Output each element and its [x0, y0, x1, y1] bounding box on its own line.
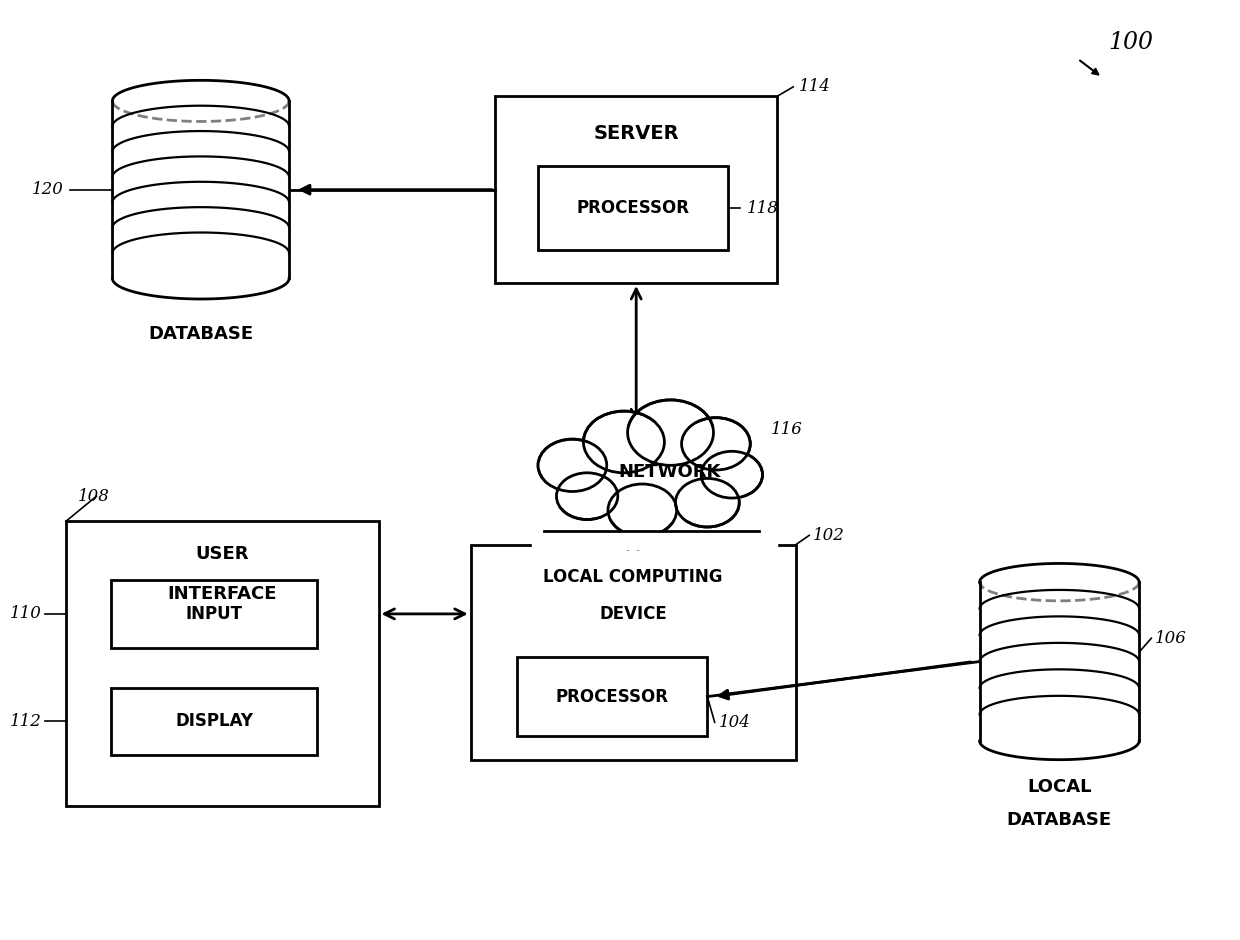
Text: 118: 118: [746, 200, 779, 217]
Text: PROCESSOR: PROCESSOR: [577, 199, 689, 217]
Text: 108: 108: [78, 488, 110, 505]
Polygon shape: [113, 101, 289, 278]
Circle shape: [557, 473, 618, 520]
FancyBboxPatch shape: [66, 522, 378, 807]
Polygon shape: [537, 417, 760, 526]
Text: PROCESSOR: PROCESSOR: [556, 687, 668, 706]
Text: 110: 110: [10, 605, 41, 622]
Circle shape: [538, 439, 606, 492]
Polygon shape: [113, 101, 289, 121]
FancyBboxPatch shape: [112, 688, 317, 755]
Text: 104: 104: [718, 713, 750, 730]
FancyBboxPatch shape: [112, 580, 317, 648]
Polygon shape: [113, 278, 289, 299]
FancyBboxPatch shape: [471, 545, 796, 760]
Text: 120: 120: [31, 181, 63, 198]
Text: LOCAL: LOCAL: [1027, 778, 1091, 796]
Circle shape: [682, 417, 750, 470]
Text: DATABASE: DATABASE: [1007, 811, 1112, 829]
Polygon shape: [980, 741, 1140, 760]
FancyBboxPatch shape: [538, 166, 728, 250]
Text: USER: USER: [196, 545, 249, 563]
Polygon shape: [980, 582, 1140, 741]
Text: SERVER: SERVER: [594, 124, 680, 143]
Text: NETWORK: NETWORK: [618, 462, 720, 481]
Text: 114: 114: [800, 78, 831, 95]
Text: 102: 102: [813, 527, 844, 544]
Text: DISPLAY: DISPLAY: [175, 713, 253, 730]
Text: DEVICE: DEVICE: [599, 605, 667, 623]
Text: 100: 100: [1109, 31, 1153, 55]
Circle shape: [608, 484, 677, 537]
Text: INTERFACE: INTERFACE: [167, 585, 277, 603]
Text: 116: 116: [771, 421, 804, 438]
Circle shape: [584, 411, 665, 473]
Circle shape: [676, 478, 739, 527]
Polygon shape: [980, 582, 1140, 601]
Text: 112: 112: [10, 713, 41, 729]
Text: LOCAL COMPUTING: LOCAL COMPUTING: [543, 568, 723, 587]
Circle shape: [627, 400, 713, 465]
FancyBboxPatch shape: [517, 657, 707, 736]
Text: 106: 106: [1154, 630, 1187, 647]
FancyBboxPatch shape: [495, 96, 777, 283]
Text: INPUT: INPUT: [186, 605, 243, 623]
Text: DATABASE: DATABASE: [149, 325, 253, 343]
Polygon shape: [532, 531, 777, 549]
Circle shape: [701, 451, 763, 498]
